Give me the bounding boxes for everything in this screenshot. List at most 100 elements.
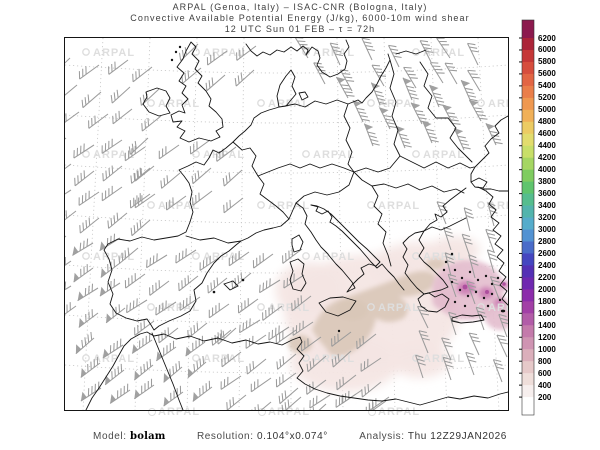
colorbar-tick-label: 2000 (538, 284, 556, 294)
colorbar-tick-label: 1000 (538, 344, 556, 354)
map-frame: ARPAL ARPAL ARPAL ARPAL ARPAL ARPAL ARPAL ARPAL… (64, 37, 509, 411)
watermark-text: ARPAL (488, 98, 508, 110)
resolution-value: 0.104°x0.074° (256, 431, 328, 442)
colorbar-tick-label: 200 (538, 392, 552, 402)
coastline-path (482, 188, 508, 192)
coastline-path (289, 258, 307, 292)
colorbar-tick-label: 3400 (538, 201, 556, 211)
colorbar-tick-label: 3800 (538, 177, 556, 187)
border-path (232, 141, 290, 220)
title-institutions: ARPAL (Genoa, Italy) – ISAC-CNR (Bologna… (172, 2, 428, 12)
colorbar-tick-label: 2200 (538, 272, 556, 282)
border-path (151, 332, 184, 410)
coastline-path (284, 53, 391, 108)
model-label: Model: (93, 431, 127, 442)
colorbar-tick-label: 4600 (538, 129, 556, 139)
border-path (353, 155, 401, 173)
watermark-layer: ARPAL ARPAL ARPAL (148, 406, 419, 418)
watermark-text: ARPAL (488, 200, 508, 212)
coastline-path (85, 331, 508, 410)
coastline-path (395, 49, 427, 55)
watermark-text: ARPAL (423, 47, 465, 59)
watermark-text: ARPAL (313, 353, 355, 365)
coastline-path (423, 187, 467, 232)
border-path (295, 171, 355, 204)
colorbar-tick-label: 5000 (538, 105, 556, 115)
colorbar-tick-label: 3600 (538, 189, 556, 199)
watermark-text: ARPAL (203, 353, 245, 365)
colorbar-tick-label: 800 (538, 356, 552, 366)
colorbar: 200 400 600 800 1000 1200 1400 1600 1800 2000 2200… (518, 18, 600, 422)
colorbar-tick-label: 3000 (538, 225, 556, 235)
colorbar-tick-label: 5600 (538, 69, 556, 79)
model-value: bolam (130, 431, 166, 442)
watermark-text: ARPAL (378, 302, 420, 314)
colorbar-tick-label: 5400 (538, 81, 556, 91)
coastline-path (298, 91, 309, 101)
figure-title: ARPAL (Genoa, Italy) – ISAC-CNR (Bologna… (0, 2, 600, 35)
coastline-path (103, 141, 297, 331)
colorbar-tick-label: 1600 (538, 308, 556, 318)
coastline-path (318, 296, 357, 317)
colorbar-tick-label: 4000 (538, 165, 556, 175)
watermark-text: ARPAL (313, 251, 355, 263)
watermark-text: ARPAL (378, 98, 420, 110)
coastline-path (470, 115, 508, 183)
analysis-value: Thu 12Z29JAN2026 (407, 431, 507, 442)
analysis-label: Analysis: (359, 431, 405, 442)
watermark-text: ARPAL (203, 149, 245, 161)
wind-barbs-layer (65, 38, 508, 410)
coastline-path (470, 177, 488, 189)
border-path (185, 235, 242, 244)
coastline-path (451, 314, 485, 324)
border-path (423, 217, 467, 232)
colorbar-tick-label: 400 (538, 380, 552, 390)
border-path (343, 103, 355, 173)
border-path (407, 183, 465, 194)
coastline-path (276, 69, 297, 108)
watermark-text: ARPAL (378, 200, 420, 212)
border-path (371, 185, 392, 267)
resolution-label: Resolution: (196, 431, 254, 442)
title-variable: Convective Available Potential Energy (J… (130, 13, 470, 23)
watermark-text: ARPAL (158, 200, 200, 212)
map-canvas: ARPAL ARPAL ARPAL ARPAL ARPAL ARPAL ARPAL ARPAL… (65, 38, 508, 410)
colorbar-tick-label: 2600 (538, 248, 556, 258)
coastline-path (291, 234, 304, 253)
border-path (419, 61, 449, 119)
watermark-text: ARPAL (148, 406, 200, 418)
coastline-path (477, 186, 508, 306)
colorbar-tick-label: 6000 (538, 45, 556, 55)
colorbar-tick-label: 600 (538, 368, 552, 378)
colorbar-scale (518, 19, 535, 416)
coastline-path (310, 204, 405, 291)
watermark-text: ARPAL (258, 406, 310, 418)
title-validtime: 12 UTC Sun 01 FEB – τ = 72h (224, 24, 376, 34)
footer-info: Model: bolam Resolution: 0.104°x0.074° A… (0, 431, 600, 442)
watermark-text: ARPAL (93, 47, 135, 59)
colorbar-tick-label: 1200 (538, 332, 556, 342)
coastline-path (295, 202, 381, 293)
coastlines (85, 39, 508, 410)
watermark-text: ARPAL (158, 98, 200, 110)
graticule (65, 38, 508, 410)
coastline-path (142, 87, 171, 117)
colorbar-tick-label: 4200 (538, 153, 556, 163)
watermark-circle-icon (258, 408, 266, 416)
colorbar-tick-label: 4400 (538, 141, 556, 151)
border-path (257, 163, 355, 177)
watermark-text: ARPAL (423, 251, 465, 263)
border-path (353, 171, 409, 189)
watermark-circle-icon (148, 408, 156, 416)
colorbar-tick-label: 6200 (538, 33, 556, 43)
colorbar-tick-label: 5800 (538, 57, 556, 67)
colorbar-tick-label: 3200 (538, 213, 556, 223)
colorbar-tick-label: 4800 (538, 117, 556, 127)
colorbar-tick-label: 2400 (538, 260, 556, 270)
watermark-text: ARPAL (268, 200, 310, 212)
colorbar-tick-label: 1400 (538, 320, 556, 330)
watermark-text: ARPAL (488, 302, 508, 314)
colorbar-tick-label: 1800 (538, 296, 556, 306)
coastline-path (232, 106, 280, 143)
